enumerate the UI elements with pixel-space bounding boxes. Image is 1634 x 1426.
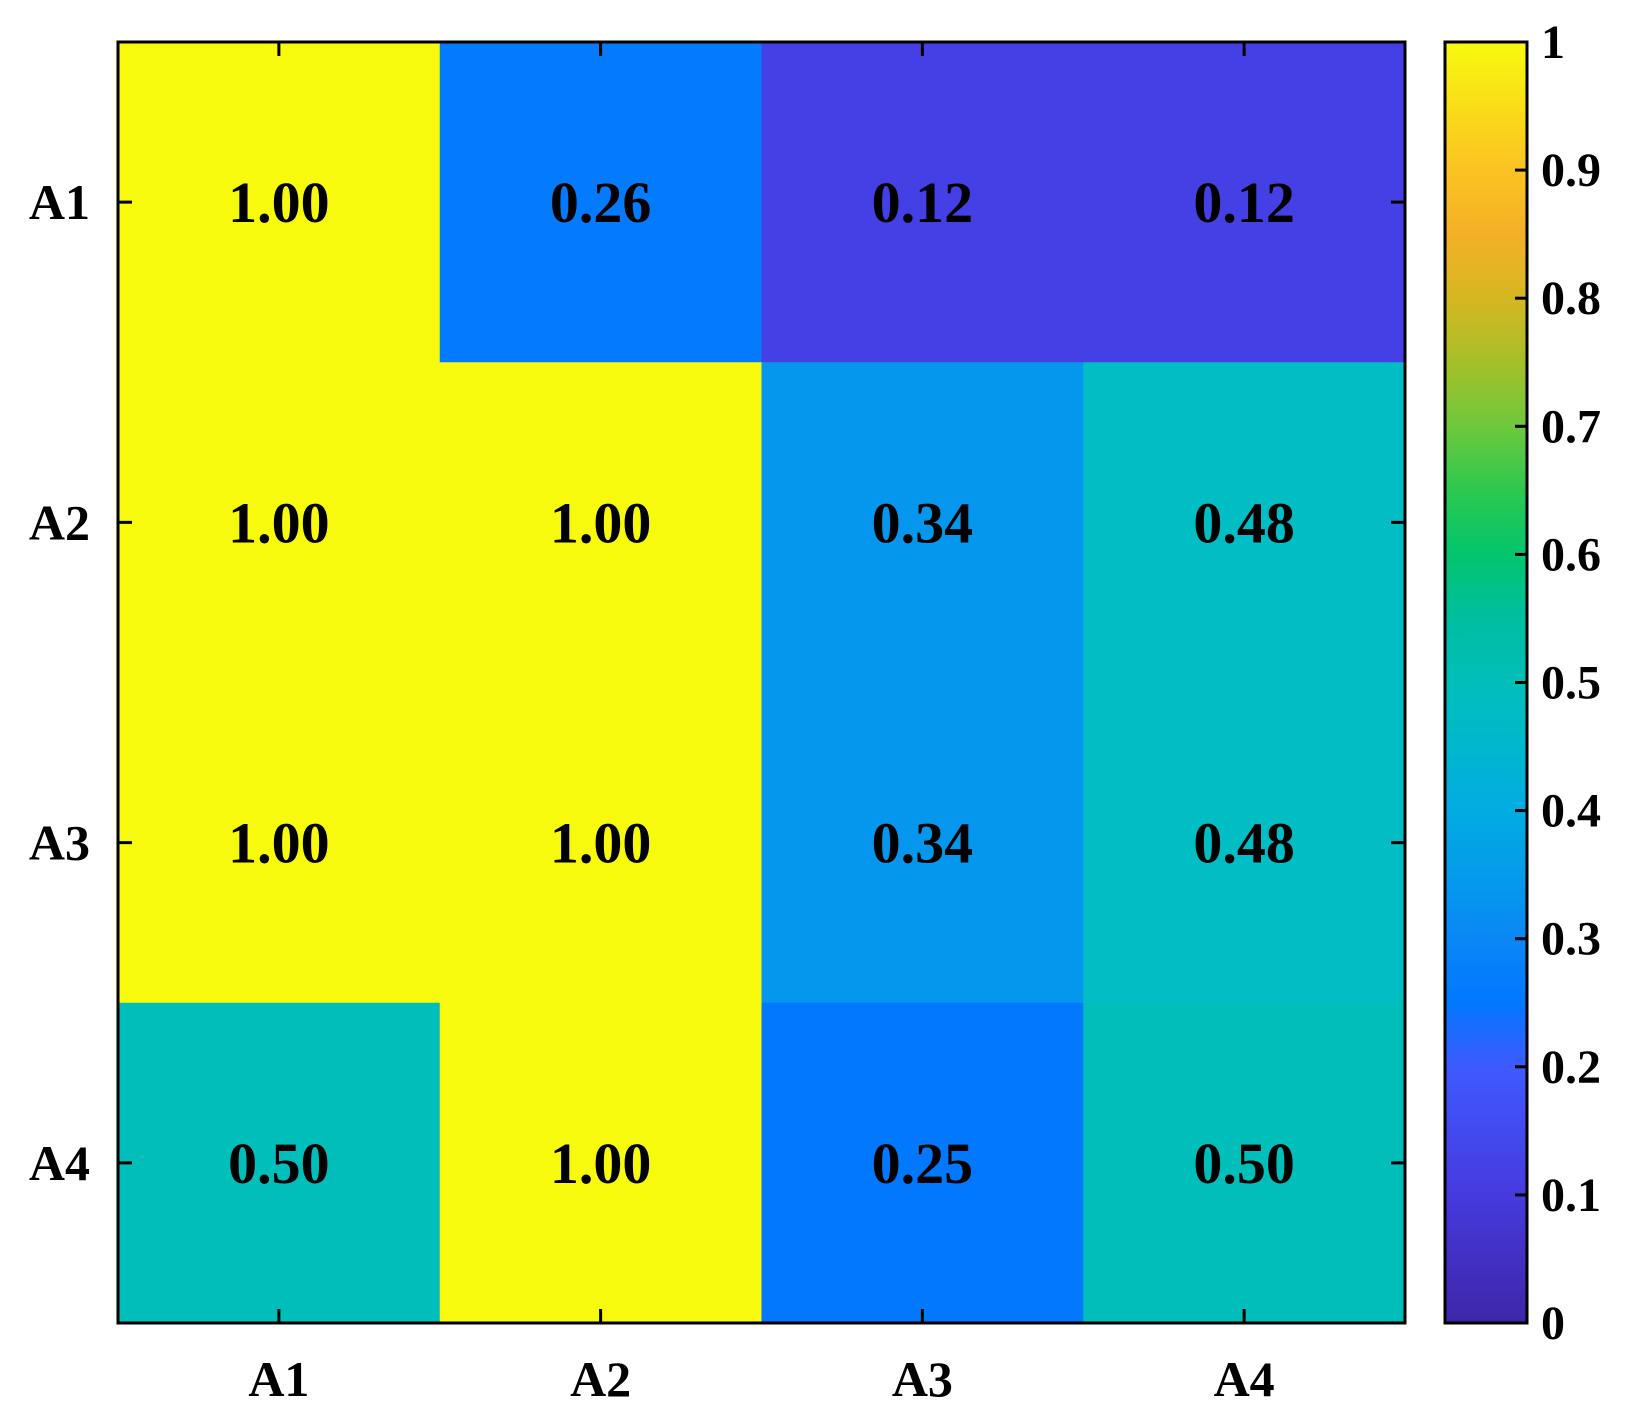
heatmap-cell-r1-c1 xyxy=(118,42,441,363)
heatmap-cell-r3-c3 xyxy=(761,682,1084,1004)
cell-value-label-r3-c2: 1.00 xyxy=(550,811,652,876)
colorbar-tick-label: 0.1 xyxy=(1541,1169,1601,1222)
x-tick-label: A3 xyxy=(892,1351,953,1407)
heatmap-cell-r2-c1 xyxy=(118,362,441,683)
colorbar-tick-label: 0.5 xyxy=(1541,657,1601,710)
colorbar-tick-label: 0.6 xyxy=(1541,528,1601,581)
heatmap-cell-r4-c4 xyxy=(1083,1002,1406,1324)
y-tick-label: A2 xyxy=(29,494,90,550)
cell-value-label-r4-c2: 1.00 xyxy=(550,1131,652,1196)
heatmap-cell-r1-c4 xyxy=(1083,42,1406,363)
x-tick-label: A1 xyxy=(248,1351,309,1407)
colorbar-tick-label: 0.9 xyxy=(1541,144,1601,197)
cell-value-label-r1-c2: 0.26 xyxy=(550,170,652,235)
heatmap-cell-r4-c2 xyxy=(439,1002,762,1324)
heatmap-cell-r2-c3 xyxy=(761,362,1084,683)
colorbar-tick-label: 0.7 xyxy=(1541,400,1601,453)
heatmap-cell-r3-c4 xyxy=(1083,682,1406,1004)
heatmap-cell-r2-c2 xyxy=(439,362,762,683)
cell-value-label-r3-c3: 0.34 xyxy=(872,811,974,876)
colorbar-tick-label: 1 xyxy=(1541,16,1565,69)
cell-value-label-r3-c4: 0.48 xyxy=(1193,811,1295,876)
cell-value-label-r2-c3: 0.34 xyxy=(872,490,974,555)
heatmap-cells xyxy=(118,42,1406,1324)
cell-value-label-r4-c4: 0.50 xyxy=(1193,1131,1295,1196)
cell-value-label-r1-c1: 1.00 xyxy=(228,170,330,235)
cell-value-label-r2-c4: 0.48 xyxy=(1193,490,1295,555)
plot-frame xyxy=(116,40,1407,1325)
heatmap-cell-r1-c3 xyxy=(761,42,1084,363)
x-axis: A1 A2 A3 A4 xyxy=(248,42,1275,1407)
cell-value-label-r4-c3: 0.25 xyxy=(872,1131,974,1196)
y-tick-label: A4 xyxy=(29,1135,90,1191)
colorbar-tick-label: 0 xyxy=(1541,1297,1565,1350)
colorbar-tick-label: 0.2 xyxy=(1541,1041,1601,1094)
y-axis: A1 A2 A3 A4 xyxy=(29,174,1405,1191)
y-tick-label: A1 xyxy=(29,174,90,230)
cell-value-label-r4-c1: 0.50 xyxy=(228,1131,330,1196)
colorbar-tick-label: 0.4 xyxy=(1541,785,1601,838)
cell-value-label-r1-c4: 0.12 xyxy=(1193,170,1295,235)
colorbar-tick-label: 0.8 xyxy=(1541,272,1601,325)
cell-value-label-r1-c3: 0.12 xyxy=(872,170,974,235)
heatmap-cell-r2-c4 xyxy=(1083,362,1406,683)
x-tick-label: A4 xyxy=(1214,1351,1275,1407)
colorbar: 0 0.1 0.2 0.3 0.4 0.5 0.6 0.7 0.8 0.9 1 xyxy=(1443,16,1601,1350)
cell-value-label-r2-c2: 1.00 xyxy=(550,490,652,555)
heatmap-cell-r4-c1 xyxy=(118,1002,441,1324)
colorbar-gradient xyxy=(1445,42,1527,1323)
heatmap-cell-r1-c2 xyxy=(439,42,762,363)
heatmap-cell-r4-c3 xyxy=(761,1002,1084,1324)
cell-value-label-r3-c1: 1.00 xyxy=(228,811,330,876)
cell-value-labels: 1.00 0.26 0.12 0.12 1.00 1.00 0.34 0.48 1.00 1.00… xyxy=(228,170,1295,1196)
colorbar-tick-label: 0.3 xyxy=(1541,913,1601,966)
cell-value-label-r2-c1: 1.00 xyxy=(228,490,330,555)
y-tick-label: A3 xyxy=(29,815,90,871)
x-tick-label: A2 xyxy=(570,1351,631,1407)
heatmap-cell-r3-c1 xyxy=(118,682,441,1004)
heatmap-cell-r3-c2 xyxy=(439,682,762,1004)
